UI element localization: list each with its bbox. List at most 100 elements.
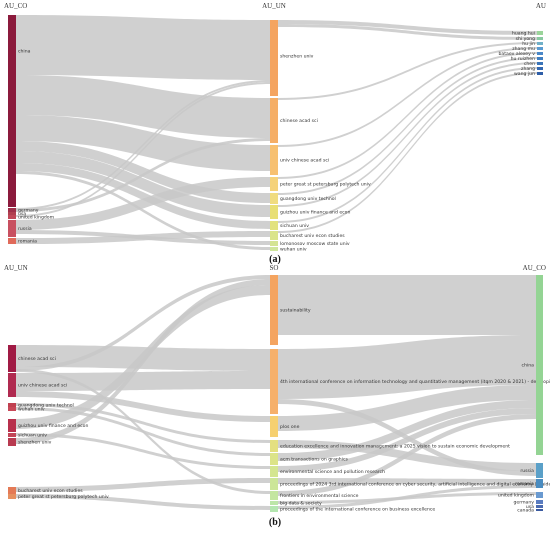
column-header: AU_UN xyxy=(262,2,286,10)
node-label: bataev alexey v xyxy=(499,51,536,57)
node xyxy=(8,419,16,432)
node xyxy=(8,15,16,207)
flow-link xyxy=(278,275,536,335)
node xyxy=(270,241,278,246)
node-label: peter great st petersburg polytech univ xyxy=(18,494,109,500)
node-label: canada xyxy=(517,508,534,514)
node xyxy=(270,478,278,490)
node xyxy=(536,275,543,455)
node-label: russia xyxy=(18,226,32,232)
node-label: usa xyxy=(526,505,534,510)
node xyxy=(537,67,543,70)
node-label: proceedings of the international confere… xyxy=(280,507,435,513)
node xyxy=(536,463,543,478)
node-label: huang hui xyxy=(512,31,535,37)
node xyxy=(536,492,543,498)
flow-link xyxy=(16,275,270,371)
node xyxy=(270,440,278,452)
node xyxy=(8,438,16,446)
flow-link xyxy=(16,138,270,212)
node-label: chen xyxy=(524,61,535,67)
column-header: AU_CO xyxy=(523,264,546,272)
node-label: proceedings of 2024 3rd international co… xyxy=(280,482,550,488)
node xyxy=(270,506,278,512)
node xyxy=(270,205,278,219)
node-label: bucharest univ econ studies xyxy=(18,488,83,494)
flow-link xyxy=(278,399,536,476)
node-label: chinese acad sci xyxy=(280,118,318,124)
flow-link xyxy=(16,82,270,217)
flow-link xyxy=(278,485,536,509)
node-label: bucharest univ econ studies xyxy=(280,233,345,239)
node xyxy=(8,238,16,244)
node-label: shi yong xyxy=(516,36,535,42)
node xyxy=(536,479,543,488)
node xyxy=(8,433,16,437)
node-label: wuhan univ xyxy=(18,407,45,413)
flow-link xyxy=(16,177,270,230)
node-label: plos one xyxy=(280,424,300,430)
column-header: SO xyxy=(270,264,279,272)
flow-link xyxy=(278,414,536,496)
panel-caption: (a) xyxy=(269,254,281,265)
flow-link xyxy=(16,115,270,171)
node-label: acm transactions on graphics xyxy=(280,457,349,463)
flow-link xyxy=(16,391,270,422)
flow-link xyxy=(278,67,537,223)
flow-link xyxy=(278,400,536,461)
flow-link xyxy=(16,15,270,80)
flow-link xyxy=(16,433,270,469)
node xyxy=(537,72,543,75)
node xyxy=(8,212,16,215)
node-label: romania xyxy=(18,239,37,245)
node-label: peter great st petersburg polytech univ xyxy=(280,182,371,188)
flow-link xyxy=(278,57,537,195)
flow-link xyxy=(278,62,537,207)
node xyxy=(537,62,543,65)
node-label: sustainability xyxy=(280,308,311,314)
flow-link xyxy=(16,171,270,250)
node-label: united kingdom xyxy=(498,493,535,499)
flow-link xyxy=(16,231,270,244)
flow-link xyxy=(16,163,270,229)
node-label: russia xyxy=(520,468,534,474)
column-header: AU xyxy=(536,2,546,10)
node xyxy=(270,177,278,191)
column-header: AU_UN xyxy=(4,264,28,272)
node xyxy=(270,275,278,345)
node-label: wang jun xyxy=(514,71,535,77)
flow-link xyxy=(278,42,537,100)
flow-link xyxy=(16,80,270,210)
node-label: chinese acad sci xyxy=(18,356,56,362)
node xyxy=(270,98,278,143)
node-label: romania xyxy=(515,481,534,487)
node xyxy=(537,37,543,40)
flow-link xyxy=(16,75,270,138)
node-label: shenzhen univ xyxy=(18,440,52,446)
node-label: sichuan univ xyxy=(280,223,309,229)
node xyxy=(536,500,543,504)
node-label: china xyxy=(18,49,31,55)
node-label: hu jin xyxy=(522,41,535,47)
node-label: germany xyxy=(514,500,535,506)
node xyxy=(270,416,278,437)
node xyxy=(270,247,278,251)
node-label: shenzhen univ xyxy=(280,54,314,60)
node-label: guangdong univ technol xyxy=(18,403,74,409)
node-label: frontiers in environmental science xyxy=(280,493,359,499)
flow-link xyxy=(16,369,270,494)
node-label: sichuan univ xyxy=(18,433,47,439)
node-label: environmental science and pollution rese… xyxy=(280,469,385,475)
node xyxy=(537,42,543,45)
flow-link xyxy=(16,403,270,443)
node xyxy=(537,47,543,50)
node-label: lomonosov moscow state univ xyxy=(280,241,350,247)
node xyxy=(270,453,278,465)
node-label: china xyxy=(522,363,535,369)
flow-link xyxy=(278,385,536,431)
node-label: united kingdom xyxy=(18,215,55,221)
node xyxy=(270,491,278,500)
